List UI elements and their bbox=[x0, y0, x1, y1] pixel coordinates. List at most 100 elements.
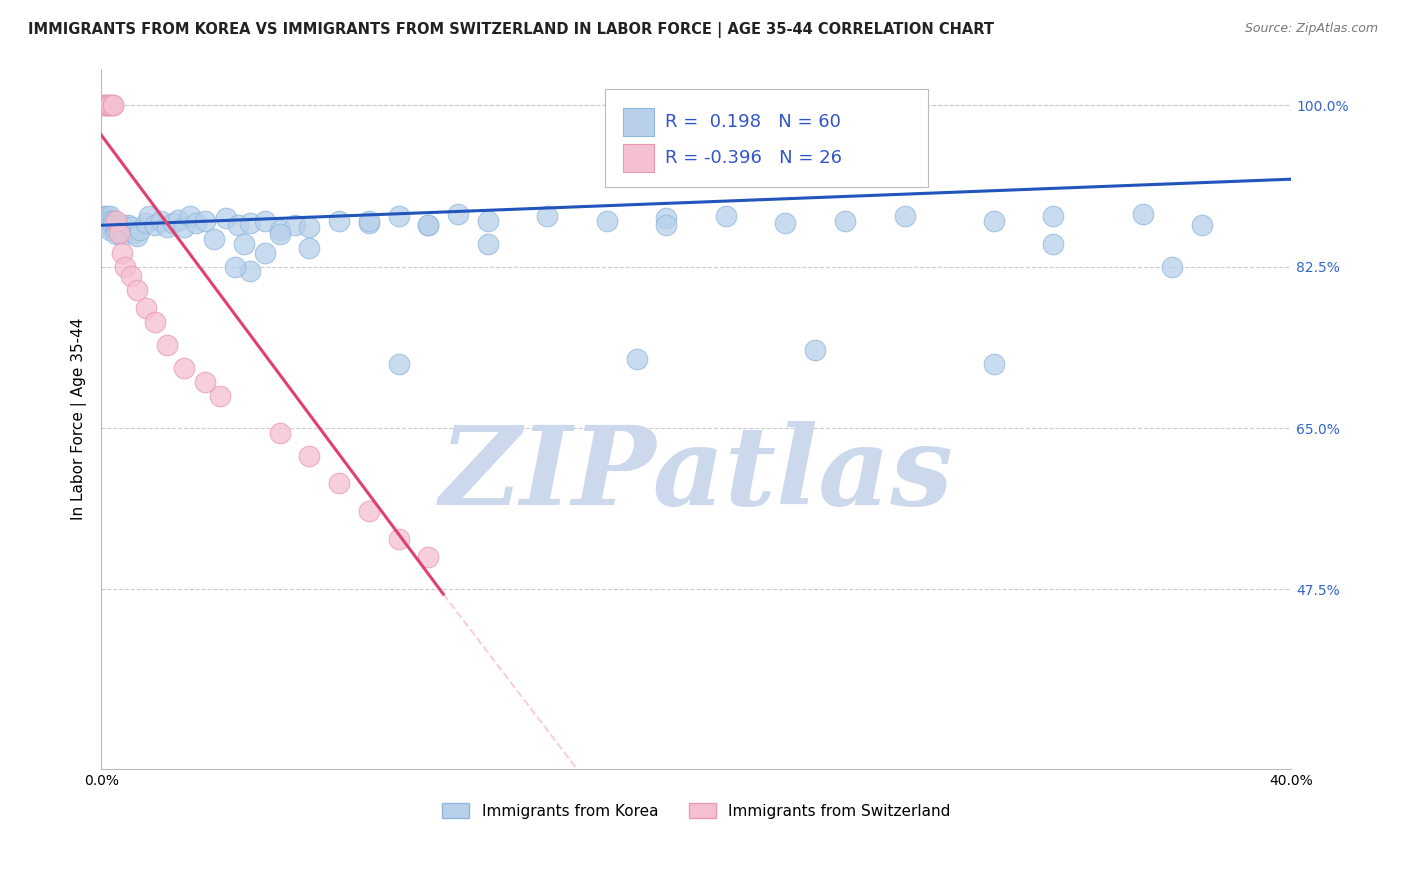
Point bbox=[202, 232, 225, 246]
Point bbox=[388, 209, 411, 223]
Point bbox=[101, 98, 124, 112]
Point bbox=[111, 225, 134, 239]
Point bbox=[804, 343, 827, 357]
Point bbox=[298, 241, 321, 255]
Text: R =  0.198   N = 60: R = 0.198 N = 60 bbox=[665, 113, 841, 131]
Point bbox=[357, 504, 380, 518]
Point bbox=[1191, 219, 1213, 233]
Text: ZIPatlas: ZIPatlas bbox=[439, 421, 953, 529]
Point bbox=[477, 213, 499, 227]
Point bbox=[98, 209, 121, 223]
Point bbox=[536, 209, 558, 223]
Point bbox=[98, 219, 121, 233]
Point bbox=[983, 213, 1005, 227]
Point bbox=[226, 219, 249, 233]
Point bbox=[120, 268, 142, 283]
Point bbox=[167, 212, 190, 227]
Point bbox=[1042, 209, 1064, 223]
Point bbox=[128, 223, 150, 237]
Point bbox=[834, 213, 856, 227]
Point bbox=[120, 220, 142, 235]
Point bbox=[194, 375, 217, 389]
Y-axis label: In Labor Force | Age 35-44: In Labor Force | Age 35-44 bbox=[72, 318, 87, 520]
Point bbox=[155, 338, 177, 352]
Point bbox=[105, 213, 128, 227]
Point bbox=[173, 361, 195, 376]
Point bbox=[1042, 236, 1064, 251]
Point bbox=[96, 213, 118, 227]
Point bbox=[269, 223, 291, 237]
Point bbox=[135, 301, 157, 316]
Point bbox=[418, 219, 440, 233]
Point bbox=[125, 283, 148, 297]
Point bbox=[418, 550, 440, 565]
Point bbox=[155, 220, 177, 235]
Point bbox=[253, 246, 276, 260]
Point bbox=[775, 216, 797, 230]
Point bbox=[328, 213, 350, 227]
Point bbox=[714, 209, 737, 223]
Text: R = -0.396   N = 26: R = -0.396 N = 26 bbox=[665, 149, 842, 167]
Point bbox=[108, 226, 131, 240]
Point bbox=[388, 357, 411, 371]
Point bbox=[101, 213, 124, 227]
Point bbox=[143, 315, 166, 329]
Point bbox=[893, 209, 915, 223]
Point bbox=[93, 98, 115, 112]
Point bbox=[298, 449, 321, 463]
Point bbox=[233, 236, 256, 251]
Point bbox=[447, 207, 470, 221]
Point bbox=[209, 389, 232, 403]
Point bbox=[224, 260, 246, 274]
Point bbox=[98, 98, 121, 112]
Point bbox=[477, 236, 499, 251]
Point bbox=[93, 213, 115, 227]
Point bbox=[117, 219, 139, 233]
Point bbox=[239, 215, 262, 229]
Point bbox=[1132, 207, 1154, 221]
Point bbox=[98, 223, 121, 237]
Text: IMMIGRANTS FROM KOREA VS IMMIGRANTS FROM SWITZERLAND IN LABOR FORCE | AGE 35-44 : IMMIGRANTS FROM KOREA VS IMMIGRANTS FROM… bbox=[28, 22, 994, 38]
Point bbox=[1161, 260, 1184, 274]
Point bbox=[215, 211, 238, 225]
Point bbox=[105, 219, 128, 233]
Point bbox=[162, 216, 184, 230]
Point bbox=[108, 220, 131, 235]
Point bbox=[357, 213, 380, 227]
Point bbox=[138, 209, 160, 223]
Point bbox=[179, 209, 201, 223]
Point bbox=[93, 209, 115, 223]
Point bbox=[388, 532, 411, 546]
Point bbox=[125, 229, 148, 244]
Point bbox=[96, 98, 118, 112]
Point bbox=[122, 226, 145, 240]
Point bbox=[328, 476, 350, 491]
Point bbox=[269, 227, 291, 242]
Point bbox=[983, 357, 1005, 371]
Point bbox=[655, 211, 678, 225]
Point bbox=[239, 264, 262, 278]
Point bbox=[143, 219, 166, 233]
Point bbox=[269, 425, 291, 440]
Point bbox=[149, 213, 172, 227]
Point bbox=[418, 219, 440, 233]
Point bbox=[93, 98, 115, 112]
Point bbox=[135, 216, 157, 230]
Point bbox=[596, 213, 619, 227]
Legend: Immigrants from Korea, Immigrants from Switzerland: Immigrants from Korea, Immigrants from S… bbox=[436, 797, 956, 825]
Point bbox=[108, 226, 131, 240]
Point bbox=[111, 246, 134, 260]
Point bbox=[105, 227, 128, 242]
Point bbox=[194, 213, 217, 227]
Point bbox=[96, 219, 118, 233]
Point bbox=[105, 223, 128, 237]
Point bbox=[114, 260, 136, 274]
Point bbox=[98, 213, 121, 227]
Point bbox=[186, 216, 208, 230]
Point bbox=[101, 98, 124, 112]
Point bbox=[298, 220, 321, 235]
Point bbox=[96, 98, 118, 112]
Point bbox=[626, 351, 648, 366]
Point bbox=[98, 98, 121, 112]
Point bbox=[173, 220, 195, 235]
